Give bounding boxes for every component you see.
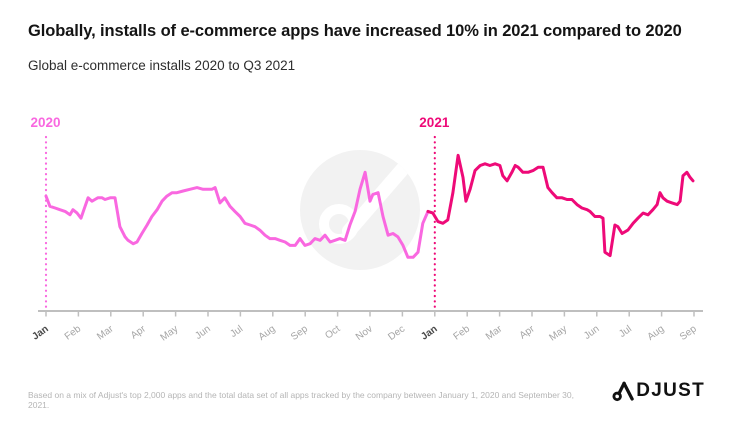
source-note: Based on a mix of Adjust's top 2,000 app… xyxy=(28,390,574,410)
page-title: Globally, installs of e-commerce apps ha… xyxy=(28,22,682,40)
year-label-2020: 2020 xyxy=(31,115,61,130)
x-axis-label-aug-19: Aug xyxy=(645,324,666,343)
adjust-logo-a-icon xyxy=(612,381,634,402)
x-axis-label-sep-8: Sep xyxy=(289,323,310,343)
x-axis-label-may-4: May xyxy=(159,324,181,344)
x-axis-label-jan-0: Jan xyxy=(30,324,50,343)
x-axis-label-mar-2: Mar xyxy=(95,323,116,342)
x-axis-label-apr-15: Apr xyxy=(518,323,538,341)
year-label-2021: 2021 xyxy=(419,115,450,130)
adjust-logo-text: DJUST xyxy=(636,380,705,401)
x-axis-label-may-16: May xyxy=(547,324,569,344)
x-axis-label-aug-7: Aug xyxy=(257,324,278,343)
adjust-watermark-icon xyxy=(300,150,420,270)
adjust-logo: DJUST xyxy=(612,379,705,403)
x-axis-label-jun-5: Jun xyxy=(193,324,213,342)
x-axis-label-sep-20: Sep xyxy=(678,323,699,343)
x-axis-label-jun-17: Jun xyxy=(582,324,602,342)
x-axis-label-feb-13: Feb xyxy=(452,323,473,342)
x-axis-label-dec-11: Dec xyxy=(386,324,407,343)
x-axis-label-feb-1: Feb xyxy=(63,323,84,342)
series-line-2021 xyxy=(426,153,695,258)
chart-subtitle: Global e-commerce installs 2020 to Q3 20… xyxy=(28,58,296,73)
x-axis-label-nov-10: Nov xyxy=(354,324,375,343)
x-axis-label-mar-14: Mar xyxy=(484,323,505,342)
x-axis-label-jul-6: Jul xyxy=(228,324,245,340)
x-axis-label-apr-3: Apr xyxy=(129,323,149,341)
x-axis-label-oct-9: Oct xyxy=(323,323,342,341)
series-line-2020 xyxy=(44,170,430,259)
x-axis-label-jan-12: Jan xyxy=(419,324,439,343)
x-axis-label-jul-18: Jul xyxy=(617,324,634,340)
